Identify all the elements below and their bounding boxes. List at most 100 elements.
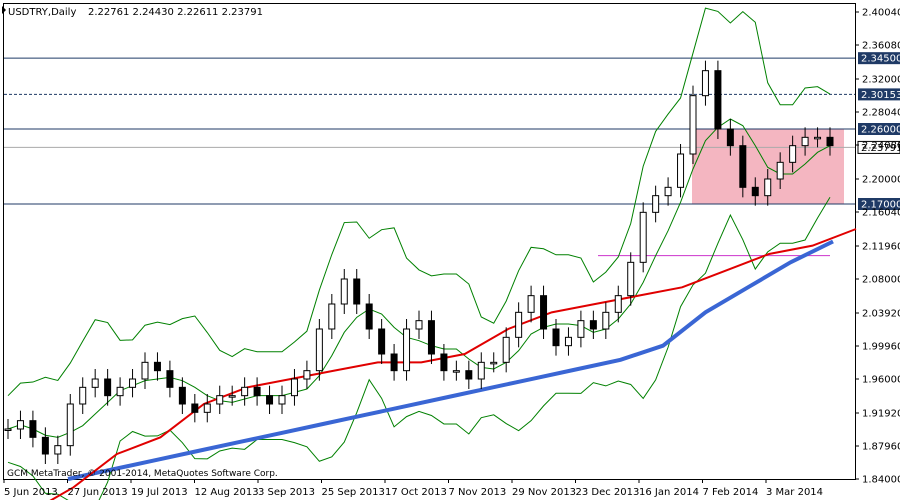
candle-body bbox=[54, 445, 62, 455]
candle-body bbox=[141, 361, 149, 380]
candle-body bbox=[166, 370, 174, 388]
candle-body bbox=[452, 370, 460, 373]
price-level-tag bbox=[858, 123, 900, 135]
candle-body bbox=[739, 145, 747, 188]
y-tick-label: 2.32000 bbox=[862, 75, 900, 86]
candle-body bbox=[4, 428, 12, 431]
y-tick-label: 2.28040 bbox=[862, 108, 900, 119]
candle-body bbox=[79, 386, 87, 405]
candle-body bbox=[129, 378, 137, 388]
price-level-label: 2.26000 bbox=[861, 125, 900, 136]
candle-body bbox=[241, 386, 249, 397]
candle-body bbox=[29, 420, 37, 438]
x-tick-label: 17 Oct 2013 bbox=[385, 487, 447, 498]
y-tick-label: 2.11960 bbox=[862, 242, 900, 253]
candle-body bbox=[41, 436, 49, 455]
current-price-label: 2.23791 bbox=[861, 143, 900, 154]
y-tick-label: 1.87960 bbox=[862, 442, 900, 453]
candle-body bbox=[427, 320, 435, 355]
candle-body bbox=[178, 386, 186, 405]
y-tick-label: 1.84000 bbox=[862, 475, 900, 486]
candle-body bbox=[589, 320, 597, 330]
candle-body bbox=[353, 278, 361, 305]
y-tick-label: 2.24080 bbox=[862, 141, 900, 152]
candle-body bbox=[515, 311, 523, 338]
price-level-label: 2.34500 bbox=[861, 54, 900, 65]
candle-body bbox=[253, 386, 261, 397]
candle-body bbox=[490, 361, 498, 365]
candle-body bbox=[365, 303, 373, 330]
candle-body bbox=[104, 378, 112, 397]
candle-body bbox=[328, 303, 336, 330]
candle-body bbox=[228, 395, 236, 398]
x-tick-label: 7 Nov 2013 bbox=[449, 487, 507, 498]
chart-symbol: USDTRY,Daily bbox=[8, 7, 76, 18]
y-tick-label: 2.08000 bbox=[862, 275, 900, 286]
y-axis: 2.40040 2.36080 2.32000 2.28040 2.24080 2.200… bbox=[855, 8, 900, 486]
candle-body bbox=[502, 336, 510, 363]
candle-body bbox=[677, 153, 685, 188]
candle-body bbox=[776, 161, 784, 180]
candle-body bbox=[689, 95, 697, 155]
candle-body bbox=[116, 386, 124, 397]
candle-body bbox=[826, 136, 834, 147]
candle-body bbox=[652, 195, 660, 213]
x-axis: 5 Jun 2013 27 Jun 2013 19 Jul 2013 12 Aug 2… bbox=[3, 479, 823, 498]
candle-body bbox=[378, 328, 386, 355]
y-tick-label: 1.91920 bbox=[862, 409, 900, 420]
candle-body bbox=[577, 320, 585, 338]
candle-body bbox=[814, 136, 822, 140]
price-level-label: 2.30153 bbox=[861, 90, 900, 101]
candle-body bbox=[415, 320, 423, 330]
candles bbox=[4, 60, 834, 464]
candle-body bbox=[340, 278, 348, 305]
x-tick-label: 29 Nov 2013 bbox=[512, 487, 576, 498]
candle-body bbox=[726, 128, 734, 147]
x-tick-label: 7 Feb 2014 bbox=[703, 487, 759, 498]
candle-body bbox=[764, 178, 772, 197]
x-tick-label: 23 Dec 2013 bbox=[576, 487, 640, 498]
x-tick-label: 25 Sep 2013 bbox=[322, 487, 385, 498]
candle-body bbox=[440, 353, 448, 372]
candle-body bbox=[278, 395, 286, 405]
x-tick-label: 3 Mar 2014 bbox=[766, 487, 823, 498]
candle-body bbox=[315, 328, 323, 372]
candle-body bbox=[303, 370, 311, 380]
candle-body bbox=[639, 211, 647, 263]
candle-body bbox=[664, 186, 672, 197]
price-level-label: 2.17000 bbox=[861, 200, 900, 211]
candle-body bbox=[66, 403, 74, 447]
y-tick-label: 1.96000 bbox=[862, 375, 900, 386]
x-tick-label: 16 Jan 2014 bbox=[639, 487, 699, 498]
x-tick-label: 5 Jun 2013 bbox=[4, 487, 58, 498]
candle-body bbox=[714, 70, 722, 130]
price-level-tag bbox=[858, 198, 900, 210]
candle-body bbox=[16, 420, 24, 430]
current-price-tag bbox=[857, 140, 900, 154]
candle-body bbox=[614, 295, 622, 313]
candle-body bbox=[477, 361, 485, 380]
candle-body bbox=[191, 403, 199, 413]
x-tick-label: 27 Jun 2013 bbox=[68, 487, 128, 498]
collapse-arrow-icon[interactable] bbox=[2, 6, 6, 14]
candle-body bbox=[801, 136, 809, 147]
candle-body bbox=[527, 295, 535, 313]
price-levels: 2.34500 2.30153 2.26000 2.17000 2.23791 bbox=[4, 52, 900, 257]
y-tick-label: 2.36080 bbox=[862, 41, 900, 52]
copyright-text: GCM MetaTrader, © 2001-2014, MetaQuotes … bbox=[7, 469, 278, 479]
candle-body bbox=[290, 378, 298, 397]
candle-body bbox=[552, 328, 560, 347]
candle-body bbox=[465, 370, 473, 380]
candle-body bbox=[751, 186, 759, 197]
x-tick-label: 12 Aug 2013 bbox=[195, 487, 259, 498]
candle-body bbox=[390, 353, 398, 372]
candle-body bbox=[216, 395, 224, 405]
y-tick-label: 2.40040 bbox=[862, 8, 900, 19]
x-tick-label: 3 Sep 2013 bbox=[258, 487, 315, 498]
plot-frame bbox=[3, 3, 856, 480]
y-tick-label: 2.03920 bbox=[862, 309, 900, 320]
candle-body bbox=[564, 336, 572, 347]
y-tick-label: 2.16040 bbox=[862, 208, 900, 219]
